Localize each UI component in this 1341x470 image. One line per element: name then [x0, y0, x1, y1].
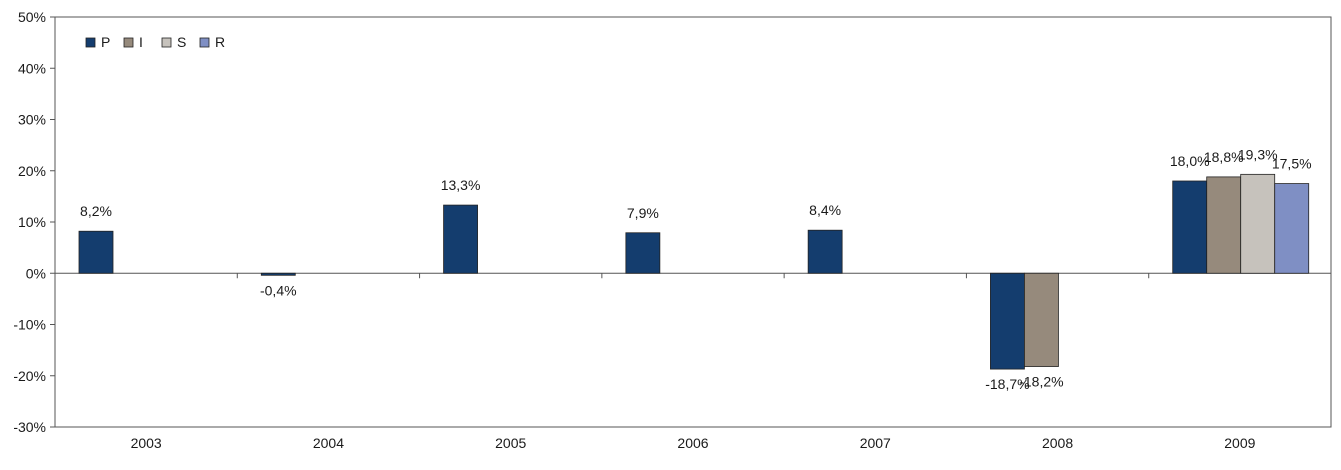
bar-P-2007	[807, 229, 843, 274]
plot-area-frame	[54, 16, 1332, 428]
legend-swatch-P	[85, 37, 96, 48]
y-tick-label: 40%	[18, 60, 46, 76]
y-tick-label: -20%	[13, 368, 46, 384]
x-tick-label: 2007	[860, 435, 891, 451]
x-tick-label: 2006	[677, 435, 708, 451]
data-label: 17,5%	[1272, 156, 1312, 172]
y-tick-label: 50%	[18, 9, 46, 25]
bar-P-2009	[1172, 180, 1208, 274]
bar-I-2008	[1024, 272, 1059, 367]
data-label: 13,3%	[441, 177, 481, 193]
legend-swatch-I	[123, 37, 134, 48]
y-tick-label: 0%	[26, 265, 46, 281]
legend-label: P	[101, 34, 110, 50]
data-label: -18,2%	[1019, 374, 1063, 390]
x-tick-label: 2008	[1042, 435, 1073, 451]
bar-P-2005	[443, 204, 478, 274]
y-tick-label: -10%	[13, 317, 46, 333]
data-label: 18,8%	[1204, 149, 1244, 165]
data-label: 18,0%	[1170, 153, 1210, 169]
y-tick-label: 30%	[18, 112, 46, 128]
y-tick-label: -30%	[13, 419, 46, 435]
bar-S-2009	[1240, 173, 1276, 274]
bar-P-2008	[990, 272, 1025, 370]
legend-swatch-S	[161, 37, 172, 48]
data-label: 8,4%	[809, 202, 841, 218]
bar-R-2009	[1274, 183, 1310, 274]
y-tick-label: 10%	[18, 214, 46, 230]
y-tick-label: 20%	[18, 163, 46, 179]
bar-P-2006	[625, 232, 661, 274]
data-labels: 8,2% -0,4% 13,3% 7,9% 8,4% -18,7% 18,0% -18,2% 1…	[80, 146, 1312, 392]
legend-swatch-R	[199, 37, 210, 48]
data-label: 7,9%	[627, 205, 659, 221]
x-tick-label: 2003	[131, 435, 162, 451]
x-tick-label: 2004	[313, 435, 344, 451]
x-tick-label: 2009	[1224, 435, 1255, 451]
data-label: -0,4%	[260, 282, 297, 298]
data-label: -18,7%	[985, 376, 1029, 392]
data-label: 8,2%	[80, 203, 112, 219]
legend-label: I	[139, 34, 143, 50]
legend-label: R	[215, 34, 225, 50]
legend-label: S	[177, 34, 186, 50]
x-tick-label: 2005	[495, 435, 526, 451]
bar-I-2009	[1206, 176, 1242, 274]
bar-P-2003	[78, 230, 114, 274]
axes: -30% -20% -10% 0% 10% 20% 30% 40% 50% 2003 2004 200…	[13, 9, 1332, 451]
bars	[78, 173, 1310, 370]
data-label: 19,3%	[1238, 146, 1278, 162]
bar-P-2004	[260, 272, 296, 276]
